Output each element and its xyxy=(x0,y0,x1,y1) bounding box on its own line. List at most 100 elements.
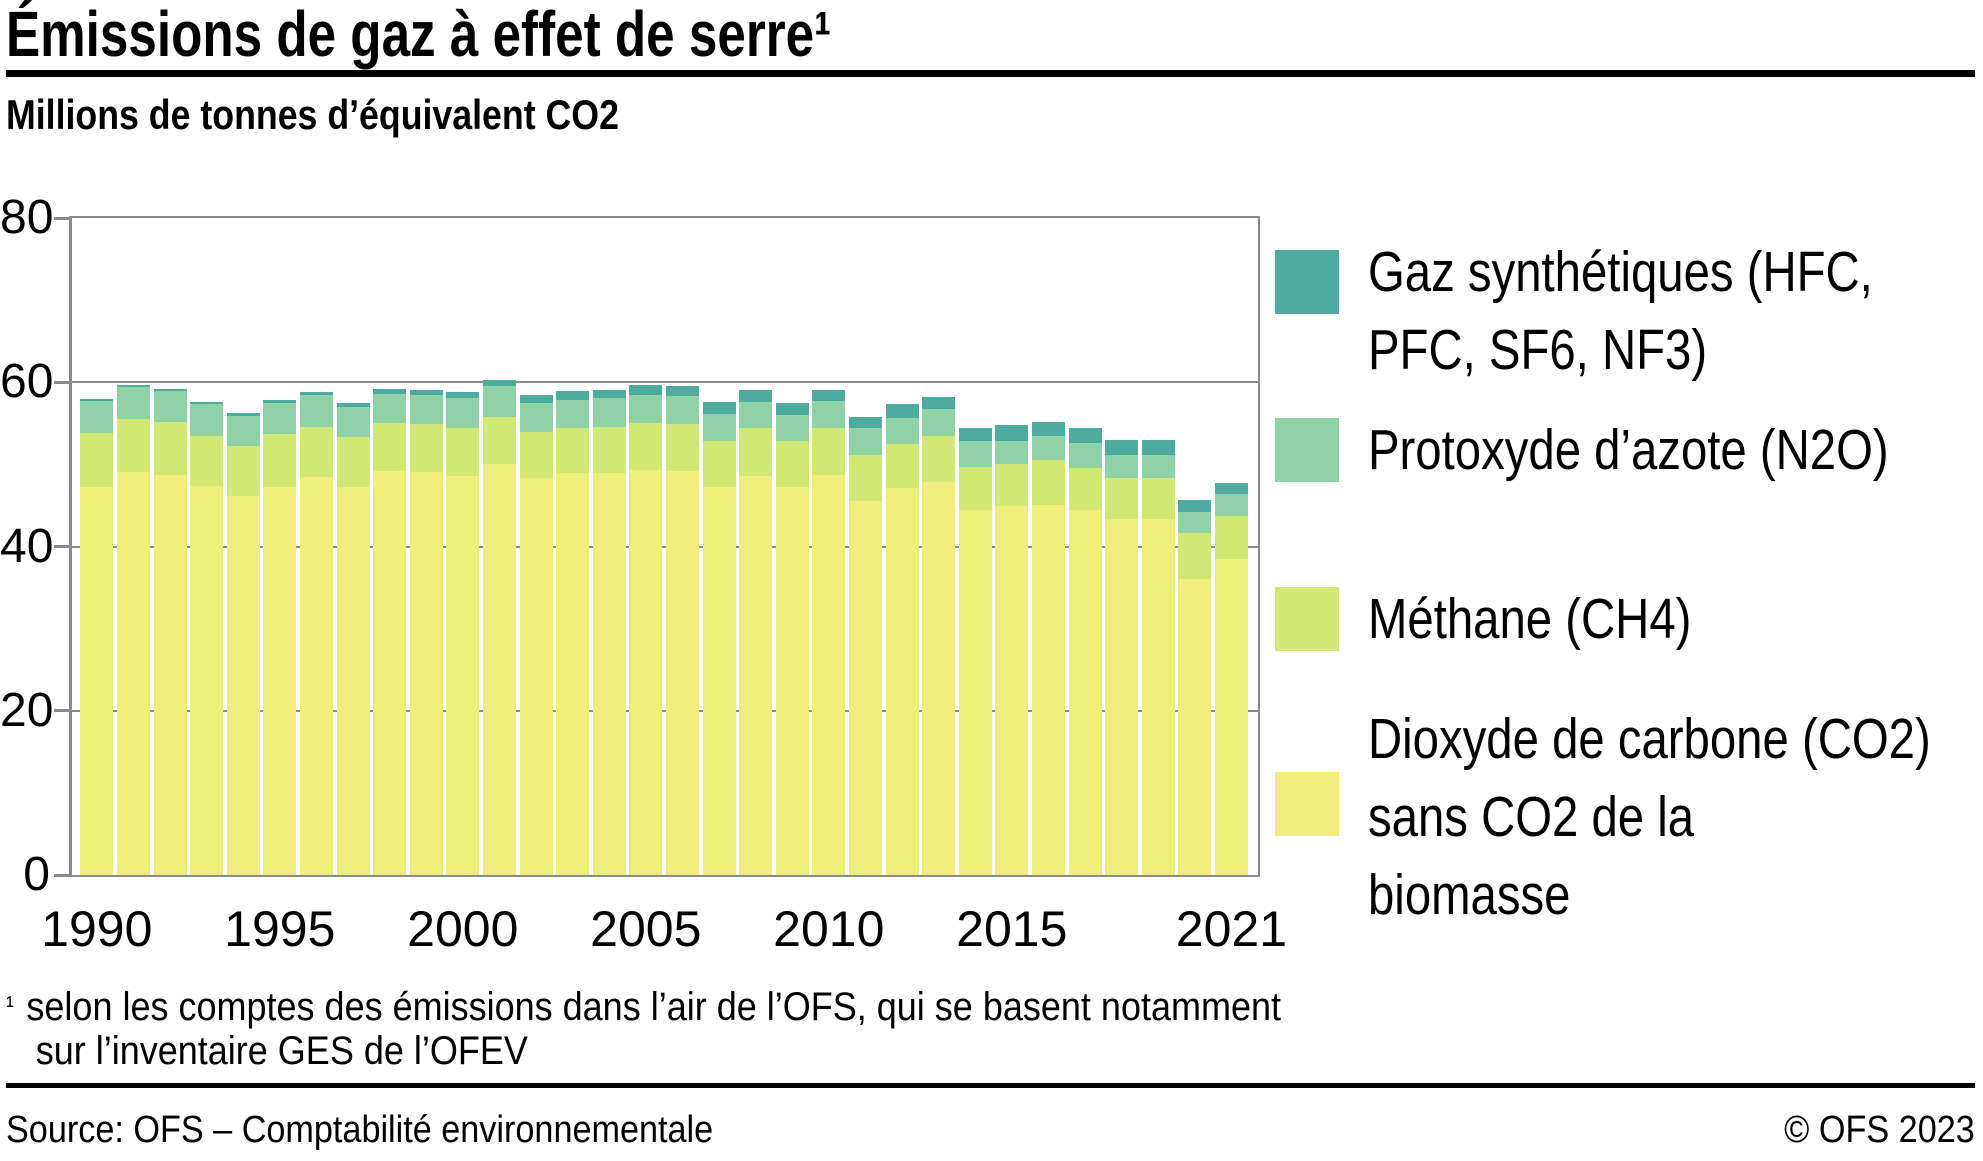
bar-2005-segment xyxy=(629,384,663,395)
x-tick-label-2021: 2021 xyxy=(1175,901,1287,957)
bar-1993-segment xyxy=(190,401,224,404)
x-tick-label-1995: 1995 xyxy=(224,901,336,957)
bar-2006-segment xyxy=(665,424,699,471)
bar-1990-segment xyxy=(80,486,114,875)
gridline-20 xyxy=(72,709,1258,712)
bar-2007-segment xyxy=(702,414,736,442)
bar-2003-segment xyxy=(556,399,590,429)
bar-2011-segment xyxy=(848,428,882,456)
bar-2015-segment xyxy=(995,424,1029,441)
bar-2018-segment xyxy=(1105,519,1139,875)
bar-2010-segment xyxy=(812,475,846,875)
bar-2007-segment xyxy=(702,486,736,875)
y-tick-60 xyxy=(54,380,70,384)
chart-unit-label: Millions de tonnes d’équivalent CO2 xyxy=(6,92,727,138)
legend-label-line: biomasse xyxy=(1368,863,1571,927)
bar-2014-segment xyxy=(958,510,992,875)
legend-label-0: Gaz synthétiques (HFC, PFC, SF6, NF3) xyxy=(1368,233,1873,389)
bar-2013-segment xyxy=(922,397,956,410)
bar-1997-segment xyxy=(336,486,370,875)
bar-2017-segment xyxy=(1068,510,1102,875)
bar-2015-segment xyxy=(995,440,1029,465)
bar-2004-segment xyxy=(592,389,626,398)
bar-1994-segment xyxy=(226,412,260,416)
bar-2020-segment xyxy=(1178,533,1212,579)
bar-1997-segment xyxy=(336,437,370,487)
bar-2005-segment xyxy=(629,423,663,471)
footnote: ¹ selon les comptes des émissions dans l’… xyxy=(6,983,1281,1073)
bar-2004-segment xyxy=(592,397,626,427)
bar-1995-segment xyxy=(263,402,297,434)
bar-2009-segment xyxy=(775,486,809,875)
bar-2006-segment xyxy=(665,396,699,425)
legend-label-2: Méthane (CH4) xyxy=(1368,580,1691,658)
bar-2002-segment xyxy=(519,394,553,403)
bar-2012-segment xyxy=(885,404,919,418)
gridline-60 xyxy=(72,381,1258,384)
bar-2021-segment xyxy=(1214,558,1248,875)
y-tick-20 xyxy=(54,709,70,713)
chart-unit-label-text: Millions de tonnes d’équivalent CO2 xyxy=(6,91,619,138)
bar-2008-segment xyxy=(739,475,773,875)
bar-2008-segment xyxy=(739,428,773,476)
legend-label-line: Gaz synthétiques (HFC, xyxy=(1368,240,1873,304)
legend-label-line: Méthane (CH4) xyxy=(1368,587,1692,651)
bar-2004-segment xyxy=(592,426,626,473)
gridline-40 xyxy=(72,545,1258,548)
bar-2020-segment xyxy=(1178,499,1212,513)
bar-2012-segment xyxy=(885,443,919,489)
source-credit: Source: OFS – Comptabilité environnement… xyxy=(6,1109,714,1151)
y-tick-label-20: 20 xyxy=(0,683,54,737)
bar-2012-segment xyxy=(885,488,919,875)
legend-label-line: Dioxyde de carbone (CO2) xyxy=(1368,707,1931,771)
bar-1994-segment xyxy=(226,415,260,447)
bar-2021-segment xyxy=(1214,516,1248,559)
bar-2004-segment xyxy=(592,472,626,875)
bar-1991-segment xyxy=(116,384,150,388)
bar-2000-segment xyxy=(446,475,480,875)
bar-2014-segment xyxy=(958,441,992,467)
bar-1991-segment xyxy=(116,471,150,875)
bar-2013-segment xyxy=(922,436,956,482)
bar-2020-segment xyxy=(1178,512,1212,534)
bar-2009-segment xyxy=(775,402,809,416)
bar-1998-segment xyxy=(373,393,407,424)
legend-swatch-1 xyxy=(1275,418,1339,482)
bar-2008-segment xyxy=(739,389,773,402)
bar-2016-segment xyxy=(1031,460,1065,505)
bar-1998-segment xyxy=(373,388,407,394)
footnote-line-1: ¹ selon les comptes des émissions dans l’… xyxy=(6,983,1281,1029)
bar-1993-segment xyxy=(190,403,224,436)
bar-2014-segment xyxy=(958,466,992,511)
bar-1991-segment xyxy=(116,387,150,420)
bar-1996-segment xyxy=(299,426,333,477)
bar-1993-segment xyxy=(190,485,224,875)
bar-2014-segment xyxy=(958,428,992,442)
bar-2017-segment xyxy=(1068,443,1102,468)
x-tick-label-2015: 2015 xyxy=(956,901,1068,957)
x-tick-label-1990: 1990 xyxy=(41,901,153,957)
y-tick-0 xyxy=(54,873,70,877)
bar-2002-segment xyxy=(519,402,553,432)
bar-2006-segment xyxy=(665,386,699,397)
bar-2020-segment xyxy=(1178,578,1212,875)
bar-2016-segment xyxy=(1031,421,1065,437)
plot-area xyxy=(69,216,1260,877)
bar-1994-segment xyxy=(226,446,260,497)
title-divider xyxy=(6,70,1975,77)
bar-2001-segment xyxy=(482,464,516,875)
bar-2006-segment xyxy=(665,470,699,875)
bar-1999-segment xyxy=(409,471,443,875)
bar-2011-segment xyxy=(848,455,882,501)
footer-divider xyxy=(6,1083,1975,1088)
legend-label-line: Protoxyde d’azote (N2O) xyxy=(1368,418,1889,482)
legend-swatch-2 xyxy=(1275,587,1339,651)
copyright: © OFS 2023 xyxy=(1784,1109,1975,1151)
bar-1990-segment xyxy=(80,398,114,402)
page-title-text: Émissions de gaz à effet de serre¹ xyxy=(6,0,832,70)
bar-2021-segment xyxy=(1214,493,1248,517)
bar-2015-segment xyxy=(995,506,1029,875)
bar-2017-segment xyxy=(1068,428,1102,444)
x-tick-label-2005: 2005 xyxy=(590,901,702,957)
bar-1992-segment xyxy=(153,391,187,422)
